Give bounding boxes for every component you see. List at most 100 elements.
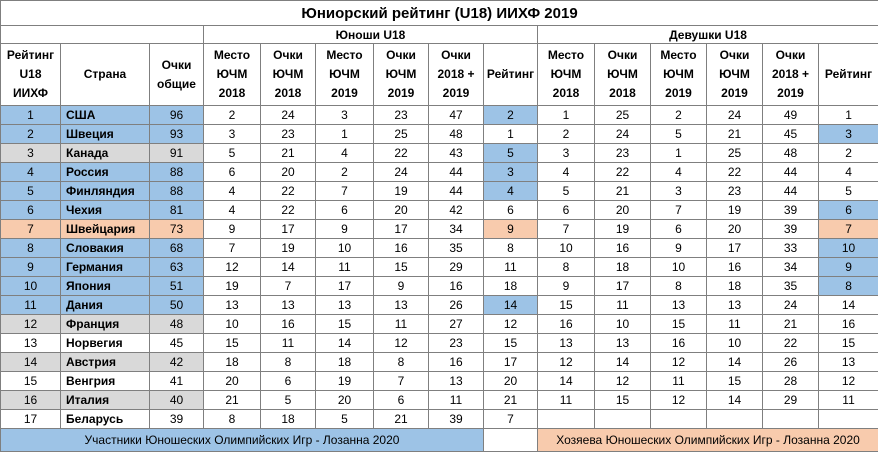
points-cell: 68 [149,238,204,258]
girls-value-cell: 25 [706,143,763,163]
girls-value-cell: 39 [762,200,819,220]
table-row: 14 Австрия 42 18 8 18 8 16 17 12 14 12 14 26 13 [0,352,878,372]
rank-cell: 8 [0,238,61,258]
col-header-girls-2: Место ЮЧМ 2019 [650,43,707,106]
girls-value-cell: 4 [650,162,707,182]
rank-cell: 14 [0,352,61,372]
girls-rating-cell: 2 [817,143,878,163]
girls-value-cell: 15 [650,314,707,334]
col-header-boys-2: Место ЮЧМ 2019 [315,43,374,106]
col-header-country: Страна [60,43,150,106]
boys-value-cell: 19 [203,276,261,296]
boys-value-cell: 23 [260,124,316,144]
rank-cell: 10 [0,276,61,296]
boys-value-cell: 10 [315,238,374,258]
table-row: 1 США 96 2 24 3 23 47 2 1 25 2 24 49 1 [0,105,878,125]
col-header-boys-5: Рейтинг [483,43,538,106]
girls-value-cell: 13 [650,295,707,315]
girls-rating-cell: 1 [817,105,878,125]
boys-value-cell: 42 [428,200,484,220]
girls-value-cell: 11 [650,371,707,391]
girls-value-cell: 33 [762,238,819,258]
col-header-girls-5: Рейтинг [817,43,878,106]
table-row: 6 Чехия 81 4 22 6 20 42 6 6 20 7 19 39 6 [0,200,878,220]
points-cell: 96 [149,105,204,125]
table-row: 11 Дания 50 13 13 13 13 26 14 15 11 13 13 24 14 [0,295,878,315]
girls-value-cell: 3 [537,143,595,163]
girls-value-cell: 26 [762,352,819,372]
col-header-points: Очки общие [149,43,204,106]
boys-value-cell: 2 [203,105,261,125]
girls-value-cell: 24 [706,105,763,125]
boys-value-cell: 17 [315,276,374,296]
ranking-table: Юниорский рейтинг (U18) ИИХФ 2019 Юноши … [0,0,878,452]
legend-hosts: Хозяева Юношеских Олимпийских Игр - Лоза… [536,428,878,452]
rank-cell: 5 [0,181,61,201]
boys-value-cell: 22 [260,181,316,201]
boys-rating-cell: 11 [483,257,538,277]
girls-value-cell: 2 [537,124,595,144]
country-cell: Германия [60,257,150,277]
girls-value-cell [537,409,595,429]
points-cell: 51 [149,276,204,296]
boys-value-cell: 19 [260,238,316,258]
country-cell: Россия [60,162,150,182]
girls-value-cell: 29 [762,390,819,410]
girls-value-cell: 9 [537,276,595,296]
boys-value-cell: 9 [203,219,261,239]
country-cell: Беларусь [60,409,150,429]
points-cell: 63 [149,257,204,277]
country-cell: Норвегия [60,333,150,353]
boys-value-cell: 4 [203,181,261,201]
boys-rating-cell: 20 [483,371,538,391]
rank-cell: 12 [0,314,61,334]
girls-value-cell: 20 [594,200,651,220]
girls-value-cell: 44 [762,181,819,201]
girls-value-cell: 20 [706,219,763,239]
girls-rating-cell: 16 [817,314,878,334]
girls-value-cell: 14 [706,352,763,372]
girls-value-cell: 19 [594,219,651,239]
page-title: Юниорский рейтинг (U18) ИИХФ 2019 [0,0,878,26]
boys-value-cell: 23 [428,333,484,353]
points-cell: 40 [149,390,204,410]
boys-value-cell: 5 [203,143,261,163]
col-header-girls-1: Очки ЮЧМ 2018 [594,43,651,106]
girls-rating-cell: 6 [817,200,878,220]
girls-rating-cell: 3 [817,124,878,144]
boys-value-cell: 21 [373,409,429,429]
girls-value-cell: 12 [537,352,595,372]
rank-cell: 15 [0,371,61,391]
boys-rating-cell: 1 [483,124,538,144]
girls-rating-cell: 12 [817,371,878,391]
girls-value-cell [650,409,707,429]
girls-value-cell: 12 [650,390,707,410]
girls-value-cell: 49 [762,105,819,125]
boys-value-cell: 20 [203,371,261,391]
girls-value-cell: 22 [762,333,819,353]
boys-value-cell: 44 [428,181,484,201]
girls-value-cell: 23 [706,181,763,201]
boys-rating-cell: 3 [483,162,538,182]
girls-value-cell: 21 [762,314,819,334]
col-header-boys-3: Очки ЮЧМ 2019 [373,43,429,106]
boys-rating-cell: 21 [483,390,538,410]
table-row: 17 Беларусь 39 8 18 5 21 39 7 [0,409,878,429]
points-cell: 81 [149,200,204,220]
girls-value-cell: 1 [537,105,595,125]
girls-value-cell: 10 [594,314,651,334]
girls-value-cell: 35 [762,276,819,296]
girls-value-cell: 10 [537,238,595,258]
girls-rating-cell [817,409,878,429]
points-cell: 88 [149,181,204,201]
girls-value-cell: 15 [594,390,651,410]
boys-value-cell: 44 [428,162,484,182]
girls-value-cell: 24 [594,124,651,144]
rank-cell: 3 [0,143,61,163]
boys-value-cell: 35 [428,238,484,258]
girls-value-cell: 10 [706,333,763,353]
boys-rating-cell: 8 [483,238,538,258]
girls-rating-cell: 7 [817,219,878,239]
girls-value-cell: 14 [537,371,595,391]
boys-rating-cell: 14 [483,295,538,315]
